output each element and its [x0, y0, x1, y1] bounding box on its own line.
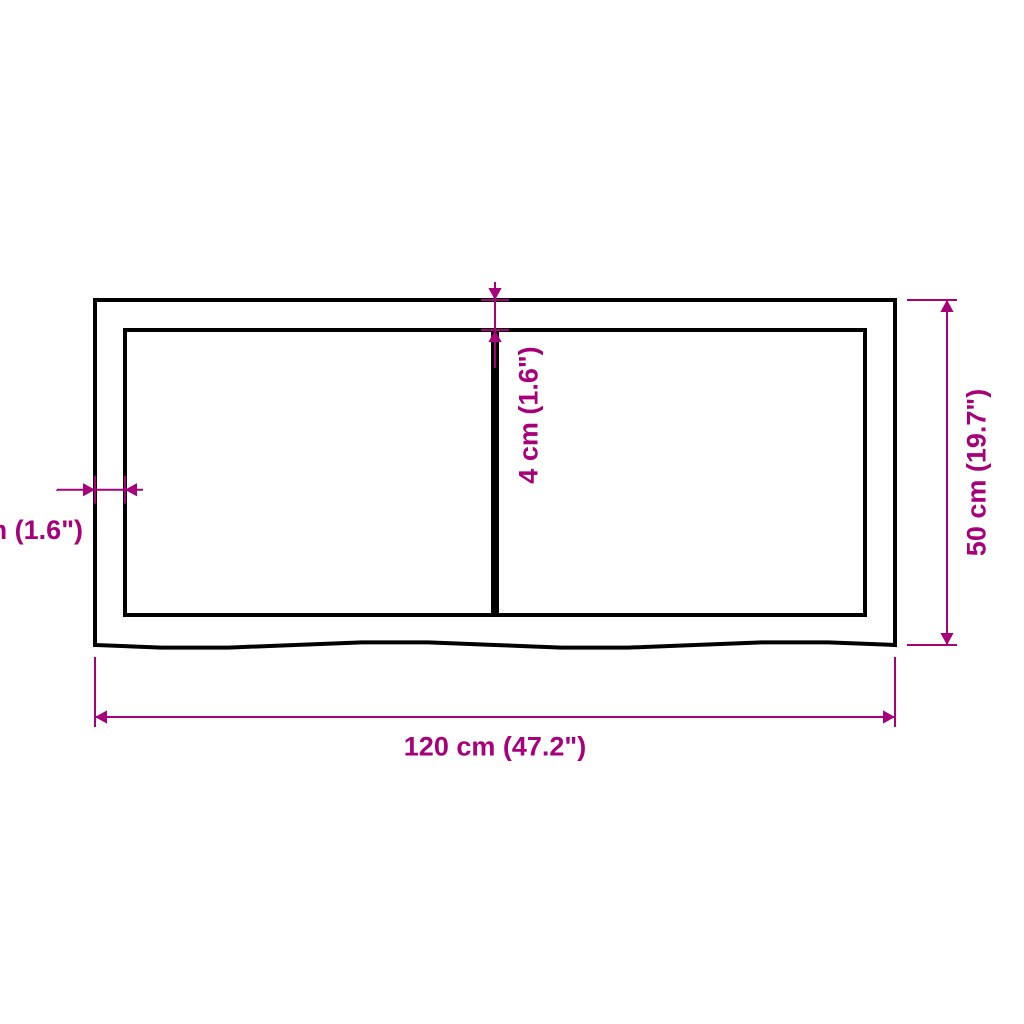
- dimension-height-label: 50 cm (19.7"): [962, 389, 992, 556]
- inner-panel-right: [497, 330, 865, 615]
- dimension-left-frame-label: 4 cm (1.6"): [0, 515, 83, 545]
- dimension-center-frame: [481, 282, 509, 368]
- inner-panel-left: [125, 330, 493, 615]
- dimension-width-label: 120 cm (47.2"): [404, 732, 586, 762]
- dimension-center-frame-label: 4 cm (1.6"): [514, 346, 544, 483]
- dimension-left-frame: [57, 476, 143, 504]
- dimension-height: [907, 300, 957, 645]
- dimension-width: [95, 657, 895, 727]
